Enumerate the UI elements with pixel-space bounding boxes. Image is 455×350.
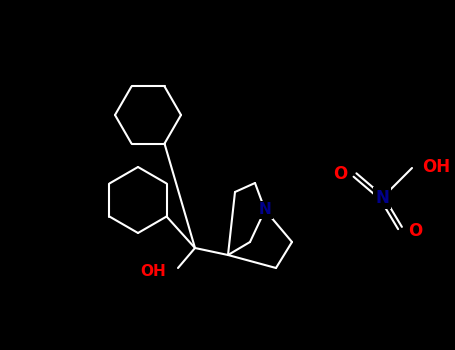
Text: OH: OH	[422, 158, 450, 176]
Text: O: O	[333, 165, 347, 183]
Text: O: O	[408, 222, 422, 240]
Text: OH: OH	[140, 264, 166, 279]
Text: N: N	[258, 203, 271, 217]
Text: N: N	[375, 189, 389, 207]
